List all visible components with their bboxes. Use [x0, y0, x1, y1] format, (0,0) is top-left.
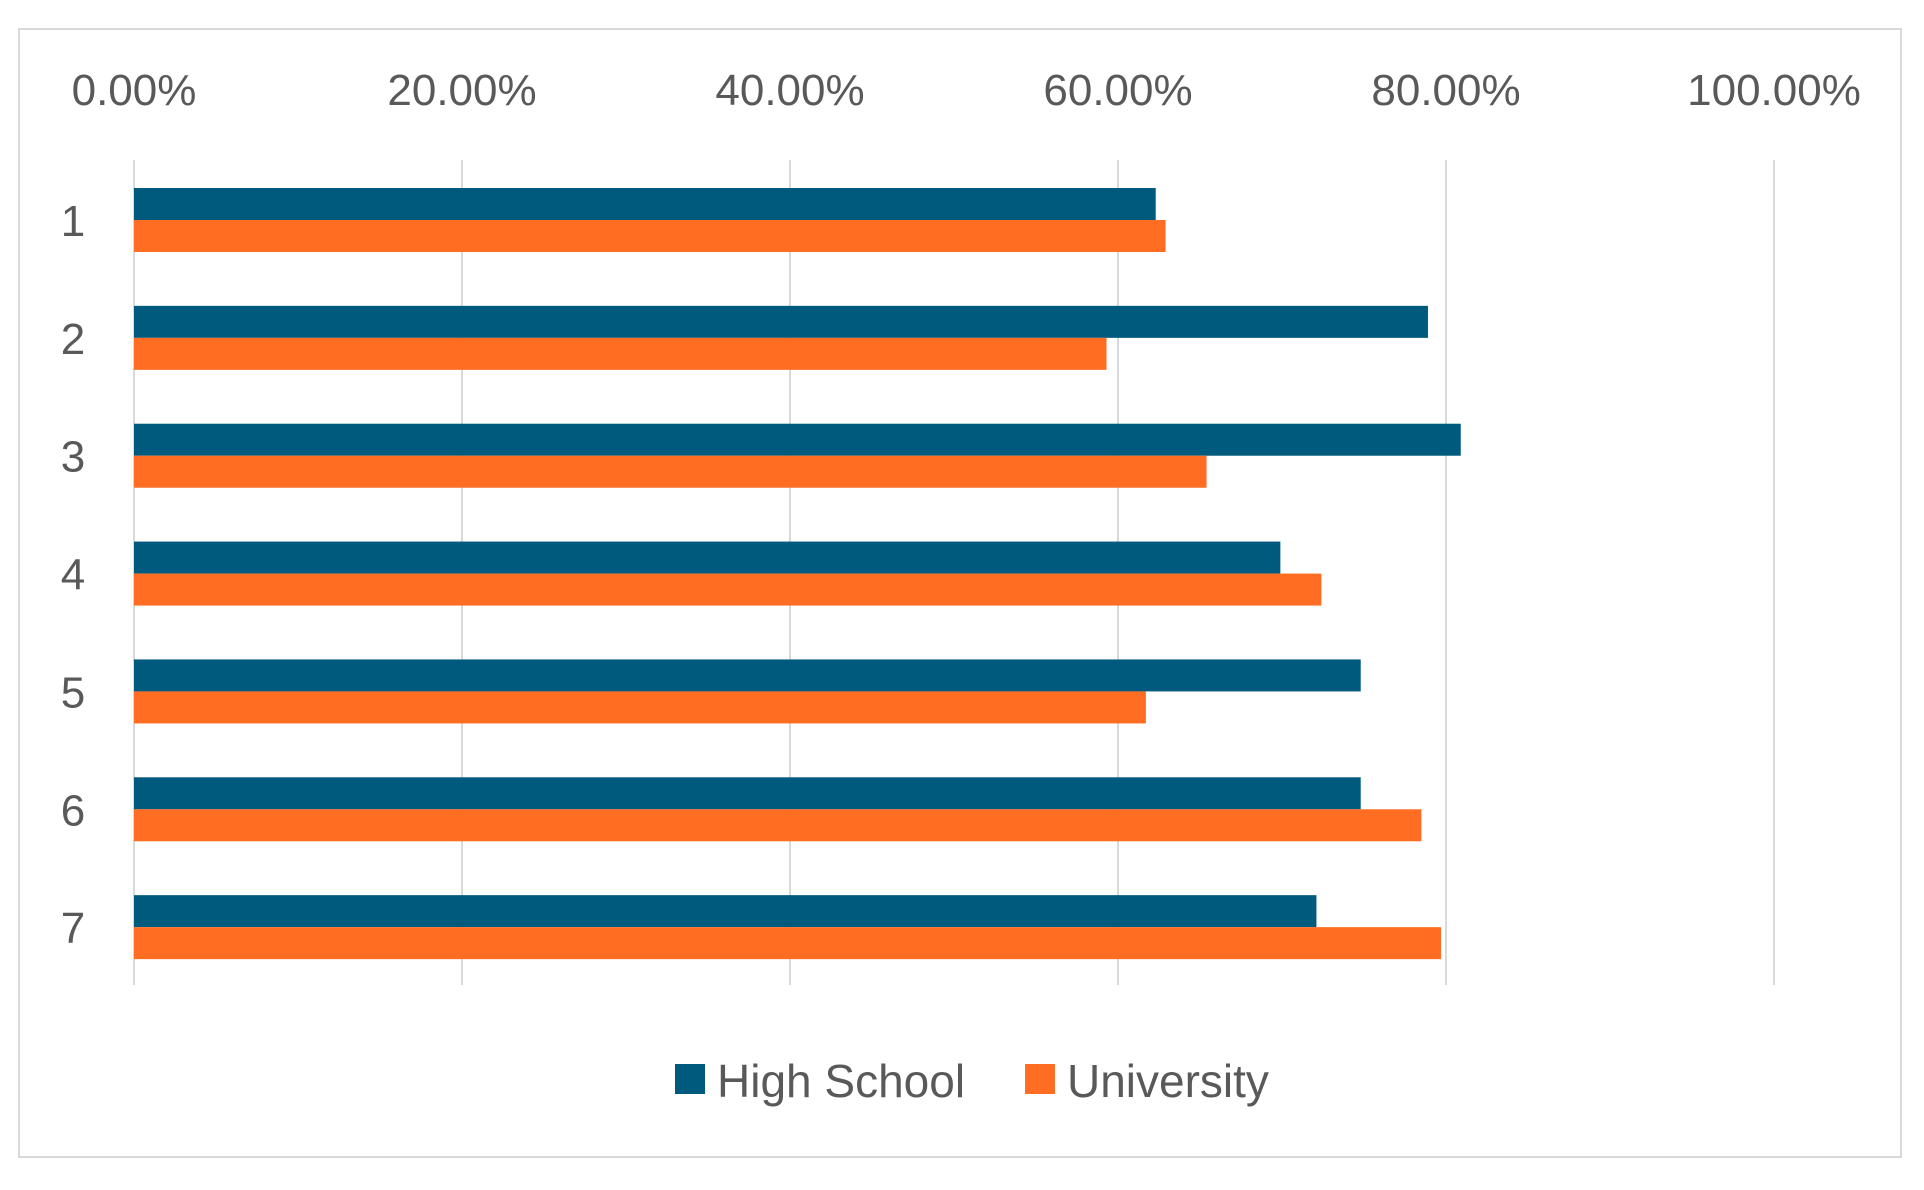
bar-high-school [134, 895, 1317, 928]
y-tick-label: 6 [61, 786, 85, 835]
bar-university [134, 337, 1107, 370]
bar-university [134, 927, 1442, 960]
bar-high-school [134, 423, 1461, 456]
x-tick-label: 0.00% [72, 66, 197, 115]
y-tick-label: 1 [61, 197, 85, 246]
y-tick-label: 2 [61, 315, 85, 364]
bar-university [134, 220, 1166, 252]
legend-swatch-high-school [675, 1064, 705, 1094]
y-tick-label: 4 [61, 551, 85, 600]
x-tick-label: 60.00% [1043, 66, 1192, 115]
legend-label-high-school: High School [717, 1055, 965, 1107]
bar-high-school [134, 541, 1281, 574]
y-tick-label: 3 [61, 433, 85, 482]
bar-university [134, 691, 1146, 724]
legend-label-university: University [1067, 1055, 1269, 1107]
x-tick-label: 40.00% [715, 66, 864, 115]
bar-university [134, 809, 1422, 842]
x-tick-label: 20.00% [387, 66, 536, 115]
x-tick-label: 100.00% [1687, 66, 1861, 115]
y-tick-label: 5 [61, 668, 85, 717]
bar-high-school [134, 777, 1361, 810]
x-tick-label: 80.00% [1371, 66, 1520, 115]
bar-high-school [134, 305, 1428, 338]
bar-high-school [134, 188, 1156, 220]
legend-swatch-university [1025, 1064, 1055, 1094]
bar-high-school [134, 659, 1361, 692]
y-tick-label: 7 [61, 904, 85, 953]
bar-university [134, 573, 1322, 606]
bar-university [134, 455, 1207, 488]
